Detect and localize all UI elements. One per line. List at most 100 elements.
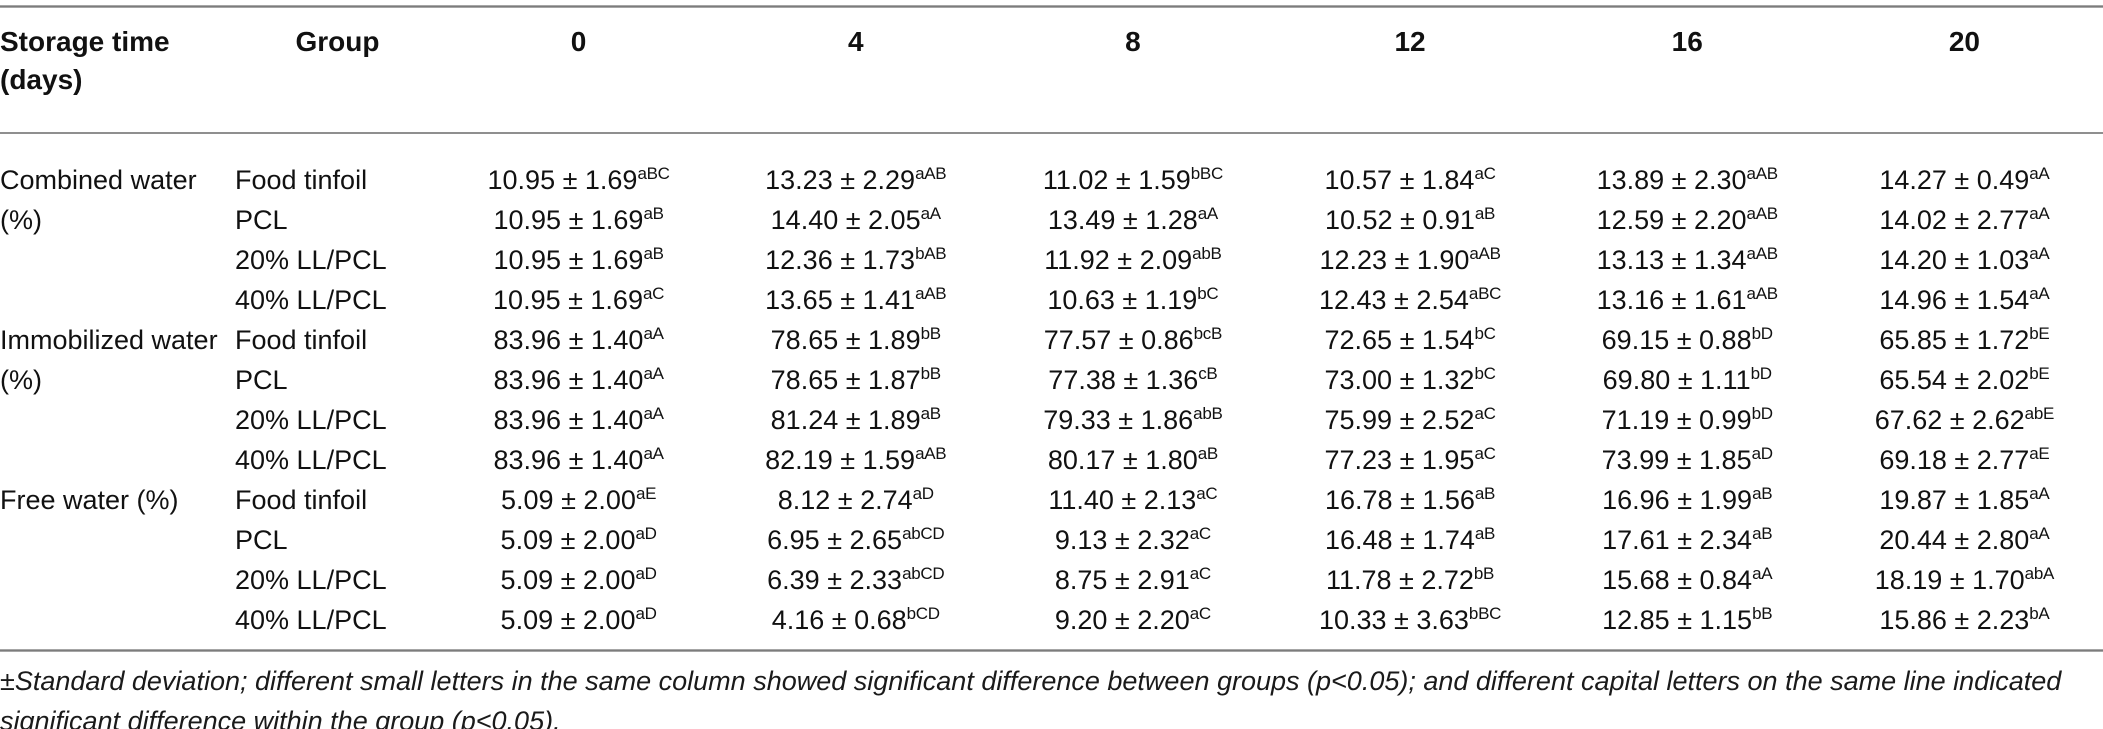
significance-superscript: aAB: [1746, 244, 1779, 263]
group-label: Food tinfoil: [235, 325, 368, 355]
value-cell: 6.39 ± 2.33abCD: [767, 564, 945, 595]
value-cell: 10.95 ± 1.69aB: [493, 204, 664, 235]
significance-superscript: aAB: [915, 444, 947, 463]
value-cell: 10.95 ± 1.69aBC: [487, 164, 670, 195]
significance-superscript: aB: [1197, 444, 1219, 463]
significance-superscript: aD: [1751, 444, 1773, 463]
significance-superscript: aC: [1189, 524, 1211, 543]
table-body: Combined water (%) Food tinfoil 10.95 ± 1.…: [0, 133, 2103, 640]
group-label: Food tinfoil: [235, 165, 368, 195]
value-cell: 80.17 ± 1.80aB: [1047, 444, 1219, 475]
significance-superscript: aA: [2029, 484, 2050, 503]
significance-superscript: bAB: [915, 244, 947, 263]
significance-superscript: bCD: [906, 604, 940, 623]
value-cell: 12.23 ± 1.90aAB: [1319, 244, 1501, 275]
significance-superscript: bD: [1750, 364, 1772, 383]
significance-superscript: bB: [1752, 604, 1773, 623]
value-cell: 10.57 ± 1.84aC: [1324, 164, 1496, 195]
table-row: PCL 10.95 ± 1.69aB 14.40 ± 2.05aA 13.49 ± 1…: [0, 200, 2103, 240]
top-rule: [0, 5, 2103, 8]
significance-superscript: aB: [1752, 524, 1773, 543]
storage-time-header: Storage time (days): [0, 8, 235, 134]
significance-superscript: aC: [642, 284, 665, 303]
significance-superscript: aD: [635, 604, 657, 623]
value-cell: 78.65 ± 1.87bB: [770, 364, 942, 395]
significance-superscript: bB: [920, 364, 942, 383]
significance-superscript: aAB: [1746, 164, 1779, 183]
significance-superscript: aBC: [1468, 284, 1502, 303]
significance-superscript: aA: [643, 404, 664, 423]
footnote: ±Standard deviation; different small let…: [0, 666, 2062, 729]
significance-superscript: aA: [643, 444, 664, 463]
value-cell: 11.78 ± 2.72bB: [1325, 564, 1495, 595]
value-cell: 83.96 ± 1.40aA: [493, 404, 664, 435]
group-label: 40% LL/PCL: [235, 605, 387, 635]
value-cell: 14.02 ± 2.77aA: [1879, 204, 2050, 235]
significance-superscript: aAB: [1469, 244, 1501, 263]
significance-superscript: aA: [2029, 244, 2050, 263]
significance-superscript: aB: [1474, 524, 1496, 543]
significance-superscript: aA: [1752, 564, 1773, 583]
significance-superscript: aE: [635, 484, 657, 503]
significance-superscript: aB: [1474, 484, 1496, 503]
significance-superscript: aB: [920, 404, 942, 423]
significance-superscript: bA: [2029, 604, 2050, 623]
value-cell: 8.75 ± 2.91aC: [1054, 564, 1211, 595]
value-cell: 13.16 ± 1.61aAB: [1596, 284, 1779, 315]
value-cell: 16.48 ± 1.74aB: [1324, 524, 1496, 555]
value-cell: 5.09 ± 2.00aE: [501, 484, 657, 515]
value-cell: 69.15 ± 0.88bD: [1601, 324, 1773, 355]
section-label: Free water (%): [0, 485, 179, 515]
time-column-header: 4: [717, 8, 995, 134]
significance-superscript: abB: [1192, 244, 1222, 263]
value-cell: 67.62 ± 2.62abE: [1874, 404, 2055, 435]
significance-superscript: aAB: [1746, 284, 1779, 303]
significance-superscript: bE: [2029, 324, 2050, 343]
value-cell: 5.09 ± 2.00aD: [500, 524, 657, 555]
value-cell: 77.57 ± 0.86bcB: [1043, 324, 1223, 355]
table-row: 20% LL/PCL 83.96 ± 1.40aA 81.24 ± 1.89aB 79…: [0, 400, 2103, 440]
value-cell: 20.44 ± 2.80aA: [1879, 524, 2050, 555]
table-row: 20% LL/PCL 5.09 ± 2.00aD 6.39 ± 2.33abCD 8.…: [0, 560, 2103, 600]
value-cell: 17.61 ± 2.34aB: [1602, 524, 1773, 555]
significance-superscript: bB: [920, 324, 942, 343]
value-cell: 13.49 ± 1.28aA: [1047, 204, 1218, 235]
significance-superscript: aA: [2029, 204, 2050, 223]
significance-superscript: abE: [2024, 404, 2055, 423]
value-cell: 69.80 ± 1.11bD: [1602, 364, 1772, 395]
value-cell: 10.52 ± 0.91aB: [1324, 204, 1496, 235]
value-cell: 71.19 ± 0.99bD: [1601, 404, 1773, 435]
value-cell: 77.23 ± 1.95aC: [1324, 444, 1496, 475]
significance-superscript: aB: [643, 244, 664, 263]
value-cell: 72.65 ± 1.54bC: [1324, 324, 1496, 355]
significance-superscript: aAB: [915, 284, 947, 303]
value-cell: 6.95 ± 2.65abCD: [767, 524, 945, 555]
significance-superscript: aD: [635, 564, 657, 583]
significance-superscript: abB: [1193, 404, 1223, 423]
significance-superscript: bE: [2029, 364, 2050, 383]
value-cell: 10.95 ± 1.69aB: [493, 244, 664, 275]
value-cell: 83.96 ± 1.40aA: [493, 444, 664, 475]
significance-superscript: bB: [1473, 564, 1495, 583]
group-label: PCL: [235, 365, 288, 395]
table-row: PCL 83.96 ± 1.40aA 78.65 ± 1.87bB 77.38 ± 1…: [0, 360, 2103, 400]
value-cell: 9.20 ± 2.20aC: [1054, 604, 1211, 635]
value-cell: 83.96 ± 1.40aA: [493, 364, 664, 395]
significance-superscript: aC: [1189, 604, 1211, 623]
significance-superscript: bBC: [1468, 604, 1502, 623]
section-label: Immobilized water (%): [0, 325, 218, 395]
value-cell: 10.33 ± 3.63bBC: [1318, 604, 1502, 635]
significance-superscript: aA: [643, 364, 664, 383]
table-header: Storage time (days) Group 0 4 8 12 16 20: [0, 8, 2103, 134]
significance-superscript: aAB: [1746, 204, 1779, 223]
significance-superscript: aA: [2029, 524, 2050, 543]
group-label: PCL: [235, 205, 288, 235]
value-cell: 11.40 ± 2.13aC: [1048, 484, 1218, 515]
significance-superscript: bcB: [1193, 324, 1223, 343]
table-row: Combined water (%) Food tinfoil 10.95 ± 1.…: [0, 133, 2103, 235]
significance-superscript: bC: [1474, 324, 1496, 343]
significance-superscript: bC: [1197, 284, 1219, 303]
value-cell: 4.16 ± 0.68bCD: [771, 604, 940, 635]
significance-superscript: aA: [2029, 284, 2050, 303]
value-cell: 13.65 ± 1.41aAB: [765, 284, 947, 315]
